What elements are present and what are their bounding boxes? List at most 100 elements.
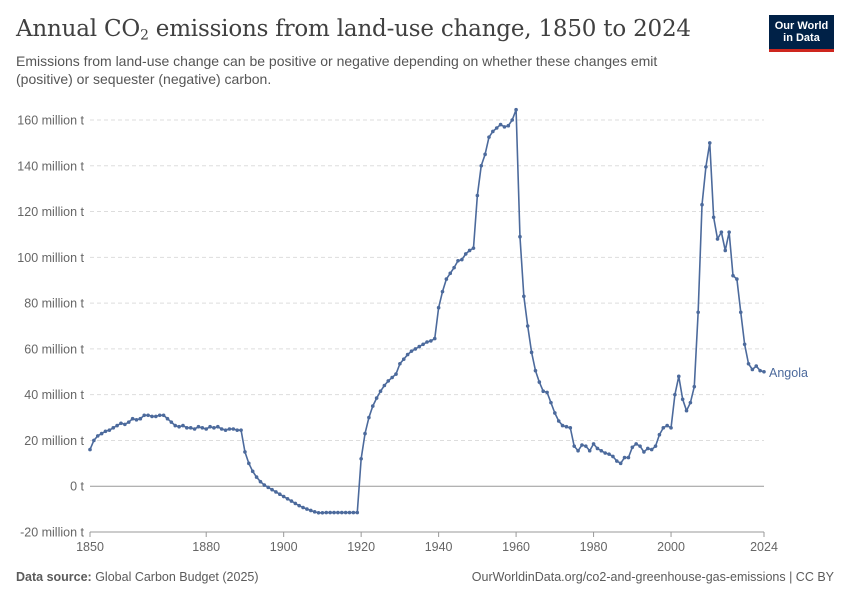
- data-point: [491, 129, 495, 134]
- data-point: [537, 380, 542, 384]
- data-point: [119, 421, 123, 426]
- data-point: [700, 202, 704, 207]
- data-point: [607, 452, 611, 456]
- data-point: [301, 505, 305, 510]
- x-tick-label: 1960: [502, 540, 530, 554]
- y-tick-label: 140 million t: [17, 159, 84, 173]
- x-tick-label: 2024: [750, 540, 778, 554]
- data-point: [603, 451, 607, 455]
- data-point: [405, 352, 410, 357]
- data-point: [370, 404, 375, 408]
- x-tick-label: 1880: [192, 540, 220, 554]
- data-point: [634, 442, 638, 446]
- data-point: [502, 125, 507, 129]
- data-point: [618, 461, 623, 466]
- data-point: [549, 400, 553, 405]
- data-point: [463, 252, 468, 256]
- data-point: [750, 367, 755, 372]
- data-point: [754, 364, 759, 368]
- data-point: [92, 438, 96, 443]
- data-point: [270, 487, 274, 492]
- data-point: [146, 413, 150, 418]
- logo-line-1: Our World: [774, 20, 829, 32]
- data-point: [533, 368, 538, 373]
- data-point: [657, 432, 662, 437]
- data-point: [444, 277, 449, 281]
- chart-subtitle: Emissions from land-use change can be po…: [16, 53, 658, 87]
- data-point: [328, 510, 332, 515]
- data-point: [367, 415, 371, 420]
- data-point: [587, 448, 592, 453]
- logo-line-2: in Data: [783, 32, 820, 44]
- data-point: [417, 344, 422, 349]
- data-point: [130, 416, 135, 421]
- data-point: [247, 461, 251, 466]
- data-point: [394, 372, 398, 376]
- data-point: [216, 424, 220, 429]
- data-point: [568, 426, 573, 430]
- data-point: [398, 361, 402, 366]
- data-point: [615, 459, 619, 463]
- data-point: [680, 397, 685, 402]
- data-point: [200, 426, 205, 430]
- data-point: [219, 427, 224, 431]
- data-point: [289, 499, 294, 503]
- data-point: [227, 427, 232, 431]
- data-point: [529, 350, 534, 355]
- data-point: [684, 408, 689, 413]
- y-tick-label: -20 million t: [20, 526, 84, 540]
- data-point: [297, 503, 301, 508]
- owid-logo[interactable]: Our World in Data: [769, 15, 834, 52]
- data-point: [584, 444, 588, 448]
- data-point: [738, 310, 743, 315]
- data-point: [177, 424, 181, 429]
- data-point: [243, 450, 247, 454]
- data-point: [123, 422, 127, 427]
- data-point: [355, 510, 360, 515]
- data-point: [762, 369, 766, 374]
- x-tick-label: 1920: [347, 540, 375, 554]
- data-point: [553, 411, 557, 415]
- data-point: [707, 141, 712, 145]
- y-tick-label: 80 million t: [24, 297, 84, 311]
- data-point: [661, 426, 666, 430]
- data-point: [591, 442, 596, 446]
- data-point: [676, 374, 681, 379]
- data-point: [99, 431, 104, 436]
- data-point: [363, 431, 367, 436]
- data-point: [460, 257, 464, 262]
- data-point: [115, 423, 119, 428]
- y-tick-label: 60 million t: [24, 342, 84, 356]
- data-point: [545, 390, 549, 395]
- data-point: [196, 424, 201, 429]
- data-point: [181, 423, 185, 428]
- y-axis: -20 million t 0 t 20 million t 40 million t…: [17, 114, 84, 540]
- data-point: [134, 418, 139, 422]
- data-point: [688, 400, 693, 405]
- data-point: [556, 419, 561, 423]
- data-point: [150, 414, 154, 419]
- data-point: [204, 427, 209, 431]
- data-point: [595, 446, 600, 451]
- data-point: [88, 447, 92, 452]
- data-point: [576, 448, 580, 453]
- data-point: [611, 454, 615, 459]
- data-point: [669, 426, 673, 430]
- data-source: Data source: Global Carbon Budget (2025): [16, 570, 259, 584]
- data-point: [432, 336, 437, 341]
- data-point: [185, 426, 189, 430]
- data-point: [409, 349, 414, 353]
- url-license[interactable]: OurWorldinData.org/co2-and-greenhouse-ga…: [471, 570, 834, 584]
- data-point: [208, 424, 212, 429]
- data-point: [157, 413, 162, 418]
- data-point: [510, 118, 515, 122]
- data-point: [293, 501, 298, 506]
- data-point: [456, 258, 460, 263]
- data-point: [564, 424, 569, 429]
- data-point: [479, 163, 484, 168]
- data-point: [645, 446, 650, 451]
- data-point: [390, 375, 394, 380]
- data-point: [347, 510, 352, 515]
- data-point: [429, 339, 433, 343]
